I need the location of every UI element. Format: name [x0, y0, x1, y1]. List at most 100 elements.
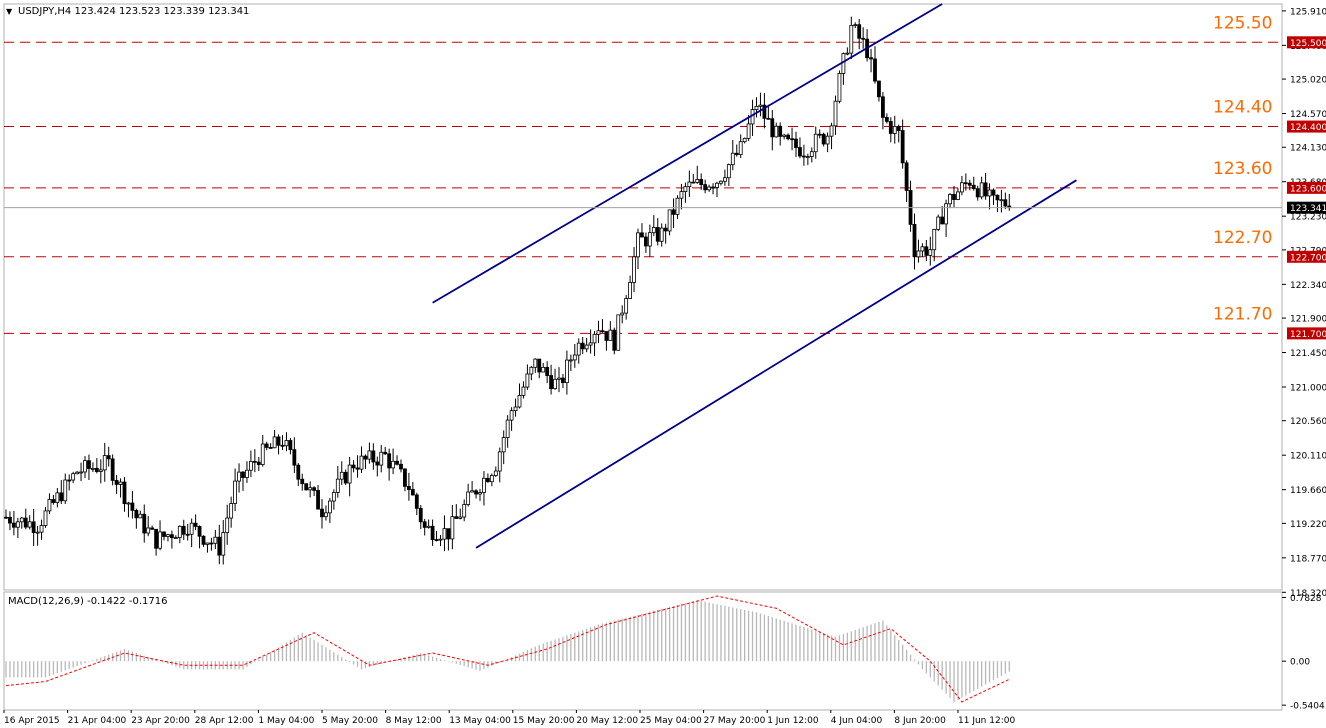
candle-body	[442, 528, 447, 540]
price-tick-label: 121.900	[1290, 315, 1326, 325]
level-price-tag	[1287, 181, 1326, 194]
candle-body	[335, 478, 340, 493]
candle-body	[497, 451, 502, 472]
candle-body	[979, 182, 984, 198]
candle-body	[888, 121, 893, 134]
time-tick-label: 13 May 04:00	[449, 716, 511, 726]
candle-body	[217, 536, 222, 556]
candle-body	[537, 358, 542, 373]
macd-axis: 0.7828 0.00 -0.5404	[1282, 594, 1325, 712]
chart-header: USDJPY,H4 123.424 123.523 123.339 123.34…	[18, 6, 249, 17]
candle-body	[762, 104, 767, 119]
candle-body	[616, 314, 621, 351]
candle-body	[327, 500, 332, 514]
candle-body	[900, 130, 905, 164]
candle-body	[154, 528, 159, 549]
macd-signal-line	[5, 595, 1010, 703]
time-tick-label: 1 May 04:00	[258, 716, 314, 726]
candle-body	[576, 342, 581, 356]
candle-body	[695, 179, 700, 183]
candle-body	[363, 455, 368, 460]
candle-body	[169, 534, 174, 539]
candle-body	[478, 492, 482, 495]
candle-body	[229, 503, 234, 519]
candle-body	[703, 184, 708, 191]
candle-body	[450, 516, 455, 540]
candle-body	[114, 479, 119, 485]
candle-body	[162, 531, 166, 537]
candlesticks	[4, 16, 1012, 565]
candle-body	[557, 377, 561, 380]
candle-body	[584, 344, 589, 350]
candle-body	[284, 440, 289, 447]
candle-body	[466, 491, 471, 505]
candle-body	[106, 455, 111, 460]
candle-body	[280, 444, 285, 447]
level-label: 121.70	[1213, 304, 1272, 324]
time-tick-label: 11 Jun 12:00	[958, 716, 1015, 726]
candle-body	[31, 521, 36, 533]
candle-body	[264, 443, 269, 448]
candle-body	[884, 116, 889, 122]
candle-body	[482, 477, 486, 493]
time-tick-label: 27 May 20:00	[704, 716, 766, 726]
candle-body	[454, 516, 459, 519]
symbol-menu-triangle[interactable]: ▼	[6, 7, 13, 16]
candle-body	[758, 104, 763, 107]
price-tick-label: 121.450	[1290, 349, 1326, 359]
candle-body	[647, 232, 652, 247]
candle-body	[83, 460, 87, 473]
level-label: 124.40	[1213, 98, 1272, 118]
candle-body	[138, 513, 143, 519]
candle-body	[517, 395, 522, 408]
candle-body	[98, 469, 103, 472]
candle-body	[655, 226, 660, 242]
candle-body	[379, 451, 384, 466]
candle-body	[983, 182, 988, 197]
candle-body	[849, 25, 854, 54]
candle-body	[118, 481, 123, 485]
candle-body	[351, 464, 356, 469]
candle-body	[15, 521, 20, 528]
candle-body	[580, 342, 585, 350]
macd-indicator	[5, 595, 1010, 703]
candle-body	[746, 123, 751, 139]
candle-body	[237, 471, 241, 482]
candle-body	[1003, 199, 1008, 207]
candle-body	[857, 24, 862, 39]
price-tags: 125.500 124.400 123.600 122.700 121.700 123.3…	[1287, 36, 1326, 340]
candle-body	[316, 490, 320, 510]
candle-body	[833, 100, 838, 127]
candle-body	[640, 232, 644, 238]
candle-body	[825, 135, 830, 145]
candle-body	[509, 410, 514, 421]
candle-body	[177, 525, 182, 538]
channel-upper-line	[432, 3, 943, 304]
candle-body	[245, 469, 249, 478]
price-tick-label: 118.320	[1290, 589, 1326, 599]
level-price-tag-text: 124.400	[1290, 123, 1326, 133]
level-price-tag	[1287, 250, 1326, 263]
candle-body	[505, 419, 510, 438]
candle-body	[501, 437, 506, 453]
price-tick-label: 119.660	[1290, 486, 1326, 496]
time-tick-label: 4 Jun 04:00	[831, 716, 883, 726]
candle-body	[869, 57, 873, 60]
candle-body	[75, 471, 79, 475]
candle-body	[122, 481, 127, 505]
candle-body	[43, 510, 48, 526]
candle-body	[4, 516, 8, 519]
candle-body	[715, 182, 719, 188]
candle-body	[604, 331, 609, 341]
candle-body	[912, 223, 917, 258]
candle-body	[434, 539, 439, 541]
candle-body	[173, 537, 178, 539]
candle-body	[166, 534, 170, 537]
candle-body	[308, 487, 313, 491]
macd-tick-label: 0.00	[1290, 658, 1310, 668]
candle-body	[272, 436, 277, 449]
candle-body	[928, 249, 933, 256]
candle-body	[651, 226, 656, 234]
candle-body	[312, 487, 317, 491]
candle-body	[636, 232, 640, 258]
